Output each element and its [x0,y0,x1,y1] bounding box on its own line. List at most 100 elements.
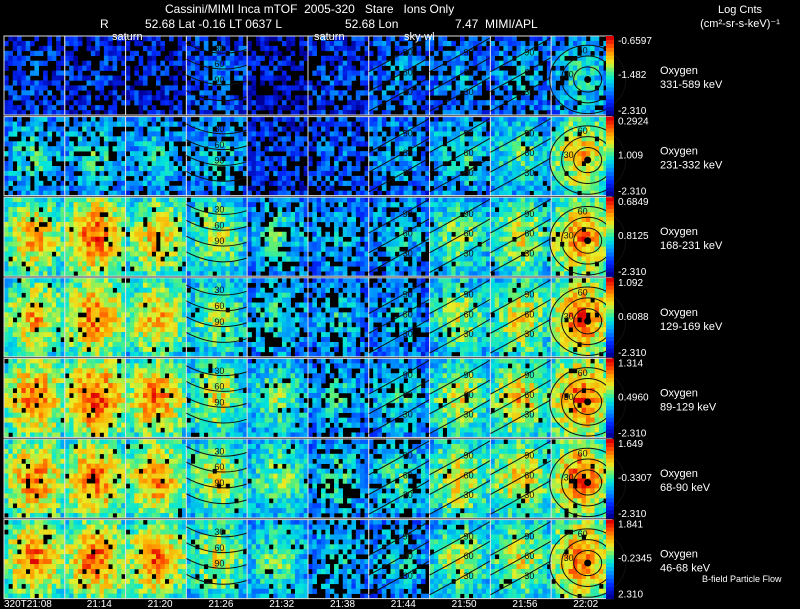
heatmap-cell [8,95,13,101]
heatmap-cell [290,50,296,57]
heatmap-cell [490,75,496,81]
heatmap-cell [164,151,170,157]
heatmap-cell [425,165,430,172]
heatmap-cell [473,175,478,182]
heatmap-cell [268,75,274,81]
heatmap-cell [321,256,326,262]
colorbar-step [606,187,614,193]
heatmap-cell [182,126,187,132]
heatmap-cell [17,197,22,203]
heatmap-cell [334,141,339,147]
heatmap-cell [420,212,426,218]
heatmap-cell [308,170,313,177]
heatmap-cell [147,65,152,71]
heatmap-cell [468,170,474,177]
heatmap-cell [103,261,109,267]
heatmap-cell [34,197,40,203]
heatmap-cell [51,110,57,116]
heatmap-cell [399,121,404,127]
heatmap-cell [99,60,105,66]
heatmap-cell [147,126,152,132]
heatmap-cell [464,241,469,247]
heatmap-cell [603,126,608,132]
heatmap-cell [121,231,126,237]
heatmap-cell [468,202,474,208]
heatmap-cell [368,65,374,71]
heatmap-cell [603,151,608,157]
heatmap-cell [234,70,239,76]
heatmap-cell [473,126,478,132]
heatmap-cell [221,271,226,277]
heatmap-cell [542,151,548,157]
heatmap-cell [195,221,200,228]
heatmap-cell [473,236,478,242]
heatmap-cell [34,236,40,242]
heatmap-cell [394,80,400,86]
heatmap-cell [316,116,322,122]
heatmap-cell [69,266,74,272]
heatmap-cell [321,156,326,162]
heatmap-cell [203,40,209,47]
heatmap-cell [251,256,257,262]
heatmap-cell [95,50,100,57]
heatmap-cell [173,50,179,57]
heatmap-cell [516,151,522,157]
heatmap-cell [347,80,352,86]
heatmap-cell [420,136,426,142]
heatmap-cell [438,100,443,106]
heatmap-cell [208,156,213,162]
heatmap-cell [481,116,487,122]
heatmap-cell [281,197,287,203]
heatmap-cell [572,85,578,91]
heatmap-cell [455,271,461,277]
heatmap-cell [529,80,535,86]
heatmap-cell [138,110,144,116]
heatmap-cell [208,170,213,177]
heatmap-cell [403,131,409,137]
heatmap-cell [499,80,504,86]
heatmap-cell [203,85,209,91]
heatmap-cell [442,105,448,111]
heatmap-cell [390,185,396,191]
heatmap-cell [347,85,352,91]
pitch-angle-contour [490,57,552,92]
heatmap-cell [229,105,235,111]
heatmap-cell [199,236,205,242]
heatmap-cell [512,190,517,196]
heatmap-cell [342,180,348,187]
heatmap-cell [468,151,474,157]
heatmap-cell [360,197,365,203]
heatmap-cell [38,246,44,252]
heatmap-cell [308,180,313,187]
heatmap-cell [277,202,283,208]
heatmap-cell [585,110,591,116]
heatmap-cell [195,131,200,137]
heatmap-cell [329,131,335,137]
heatmap-cell [147,216,152,223]
heatmap-cell [208,90,213,96]
colorbar-step [606,39,614,45]
heatmap-cell [199,70,205,76]
heatmap-cell [360,207,365,213]
heatmap-cell [347,197,352,203]
heatmap-cell [516,126,522,132]
heatmap-cell [4,212,9,218]
heatmap-cell [95,175,100,182]
heatmap-cell [129,141,135,147]
heatmap-cell [99,216,105,223]
heatmap-cell [377,241,383,247]
heatmap-cell [255,216,261,223]
heatmap-cell [529,161,535,167]
heatmap-cell [577,121,582,127]
heatmap-cell [8,151,13,157]
heatmap-cell [43,70,48,76]
heatmap-cell [173,236,179,242]
heatmap-cell [312,90,317,96]
heatmap-panel [64,35,127,116]
heatmap-cell [347,60,352,66]
heatmap-cell [316,226,322,233]
heatmap-cell [355,105,361,111]
heatmap-cell [473,202,478,208]
